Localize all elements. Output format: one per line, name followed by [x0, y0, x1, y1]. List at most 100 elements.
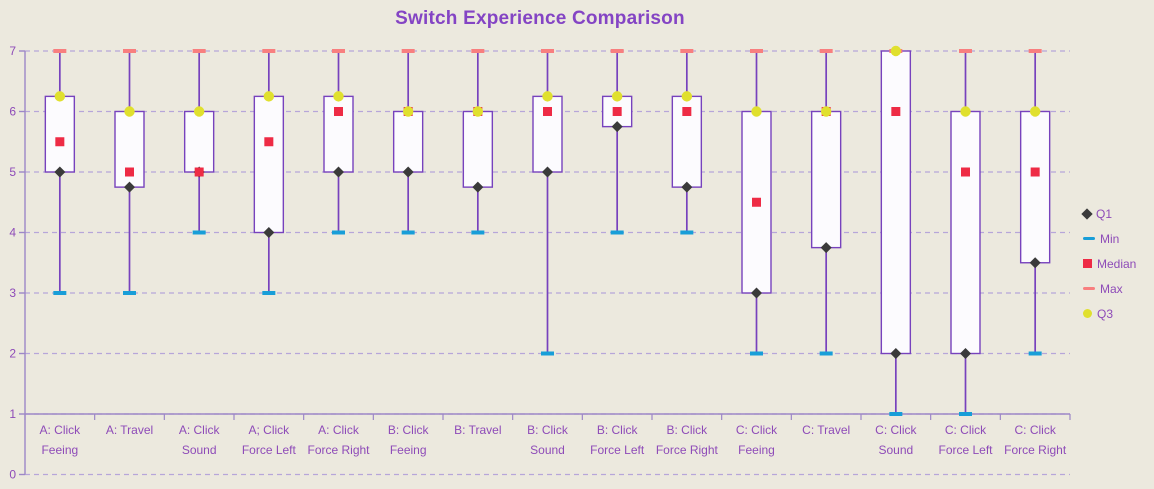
q1-marker [751, 287, 762, 299]
x-axis-category-label: C: Travel [802, 423, 850, 437]
x-axis-category-label: B: Travel [454, 423, 501, 437]
y-axis-label-6: 6 [9, 105, 16, 119]
legend: Q1 Min Median Max Q3 [1081, 201, 1153, 326]
max-dash-icon [1083, 286, 1095, 291]
q1-marker [333, 166, 344, 178]
max-marker [750, 49, 763, 53]
q3-marker [611, 91, 623, 102]
x-axis-category-label: Feeing [41, 443, 78, 457]
x-axis-category-label: Feeing [738, 443, 775, 457]
x-axis-category-label: B: Click [388, 423, 430, 437]
box-plot-10 [671, 49, 703, 235]
max-marker [1028, 49, 1042, 53]
min-marker [541, 351, 554, 356]
box-plot-8 [532, 49, 563, 356]
q3-circle-icon [1083, 309, 1092, 318]
q3-marker [333, 91, 344, 102]
iqr-box [183, 110, 215, 173]
x-axis-category-label: Sound [530, 443, 565, 457]
q3-marker [193, 106, 205, 117]
chart-title: Switch Experience Comparison [395, 8, 685, 29]
box-plot-2 [114, 49, 145, 295]
median-square-icon [1083, 259, 1092, 268]
box-plot-13 [880, 45, 912, 416]
iqr-box [253, 95, 285, 234]
box-plot-4 [253, 49, 285, 295]
box-plot-1 [44, 49, 76, 295]
x-axis-category-label: A: Click [39, 423, 81, 437]
q1-marker [1029, 257, 1041, 269]
q1-marker [820, 242, 832, 254]
median-marker [55, 137, 65, 147]
max-marker [332, 49, 345, 53]
max-marker [401, 49, 415, 53]
legend-label-min: Min [1100, 231, 1120, 246]
max-marker [53, 49, 67, 53]
x-axis-category-label: Feeing [390, 443, 427, 457]
x-axis-category-label: A: Click [318, 423, 360, 437]
min-marker [471, 230, 485, 235]
max-marker [123, 49, 136, 53]
box-plot-14 [950, 49, 981, 416]
median-marker [543, 107, 552, 116]
iqr-box [950, 110, 981, 355]
q1-marker [472, 181, 484, 193]
y-axis-label-7: 7 [9, 44, 16, 58]
y-axis-label-1: 1 [9, 407, 16, 421]
x-axis-category-label: B: Click [666, 423, 708, 437]
box-plot-7 [462, 49, 494, 235]
max-marker [262, 49, 276, 53]
x-axis-category-label: A: Click [179, 423, 221, 437]
q1-marker [611, 121, 623, 133]
max-marker [471, 49, 485, 53]
median-marker [264, 137, 274, 147]
q1-marker [263, 227, 275, 238]
min-marker [680, 230, 694, 235]
max-marker [819, 49, 833, 53]
min-marker [332, 230, 345, 235]
median-marker [125, 167, 134, 177]
x-axis-category-label: C: Click [736, 423, 778, 437]
q3-marker [542, 91, 553, 102]
min-marker [401, 230, 415, 235]
q3-marker [402, 106, 414, 117]
box-plot-5 [323, 49, 354, 235]
min-marker [53, 291, 67, 295]
q1-marker [890, 348, 902, 359]
legend-label-q1: Q1 [1096, 206, 1113, 221]
q3-marker [1029, 106, 1041, 117]
q3-marker [751, 106, 762, 117]
median-marker [752, 197, 761, 207]
q1-marker [124, 181, 135, 193]
x-axis-category-label: Force Left [938, 443, 993, 457]
max-marker [680, 49, 694, 53]
x-axis-category-label: Force Right [307, 443, 370, 457]
q3-marker [960, 106, 971, 117]
legend-item-median: Median [1083, 251, 1153, 276]
x-axis-category-label: Force Left [590, 443, 645, 457]
median-marker [961, 167, 970, 177]
min-marker [123, 291, 136, 295]
y-axis-label-5: 5 [9, 165, 16, 179]
q1-marker [542, 166, 553, 178]
q3-marker [472, 106, 484, 117]
iqr-box [44, 95, 76, 173]
min-marker [262, 291, 276, 295]
min-marker [192, 230, 206, 235]
q3-marker [681, 91, 693, 102]
median-marker [891, 107, 901, 116]
median-marker [334, 107, 343, 116]
legend-item-min: Min [1083, 226, 1153, 251]
box-plot-12 [810, 49, 842, 356]
box-plot-9 [601, 49, 633, 235]
iqr-box [880, 50, 912, 355]
legend-label-q3: Q3 [1097, 306, 1114, 321]
y-axis-label-2: 2 [9, 347, 16, 361]
x-axis-category-label: Force Left [242, 443, 297, 457]
q3-marker [820, 106, 832, 117]
legend-item-q1: Q1 [1081, 201, 1153, 226]
q3-marker [263, 91, 275, 102]
box-plot-15 [1019, 49, 1051, 356]
x-axis-category-label: B: Click [527, 423, 569, 437]
